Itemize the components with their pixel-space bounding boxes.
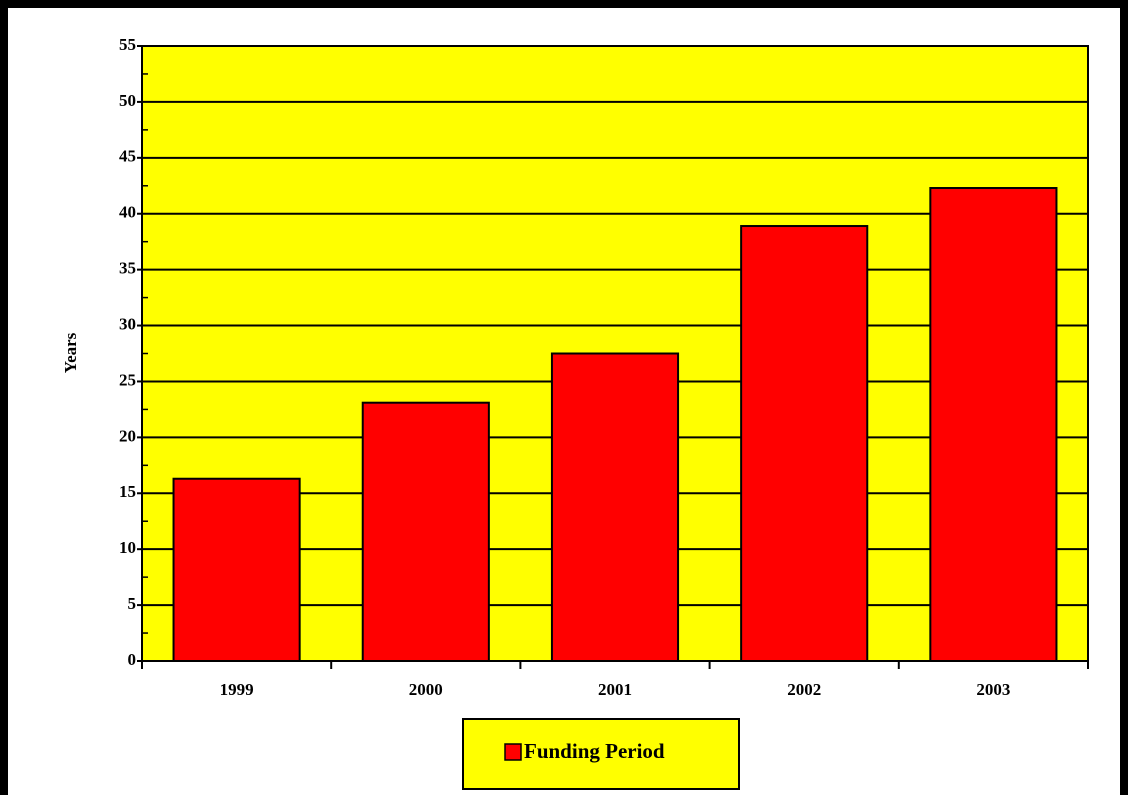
- bar: [361, 401, 490, 662]
- y-tick-label: 0: [128, 650, 137, 669]
- x-tick-label: 2000: [409, 680, 443, 699]
- y-tick-label: 30: [119, 314, 136, 333]
- bar: [172, 477, 301, 662]
- legend-swatch: [504, 743, 522, 761]
- y-tick-label: 40: [119, 203, 136, 222]
- legend-box: [462, 718, 740, 790]
- x-tick-label: 2003: [976, 680, 1010, 699]
- y-tick-label: 20: [119, 426, 136, 445]
- bar: [550, 352, 680, 662]
- x-tick-label: 2001: [598, 680, 632, 699]
- bar: [929, 187, 1058, 662]
- x-tick-label: 1999: [220, 680, 254, 699]
- y-tick-label: 50: [119, 91, 136, 110]
- x-tick-label: 2002: [787, 680, 821, 699]
- bar: [740, 225, 869, 662]
- y-tick-label: 55: [119, 35, 136, 54]
- y-axis-label: Years: [61, 332, 80, 373]
- y-tick-label: 15: [119, 482, 136, 501]
- y-tick-label: 45: [119, 147, 136, 166]
- legend-label: Funding Period: [524, 739, 665, 763]
- y-tick-label: 5: [128, 594, 137, 613]
- y-tick-label: 35: [119, 259, 136, 278]
- y-tick-label: 10: [119, 538, 136, 557]
- y-tick-label: 25: [119, 370, 136, 389]
